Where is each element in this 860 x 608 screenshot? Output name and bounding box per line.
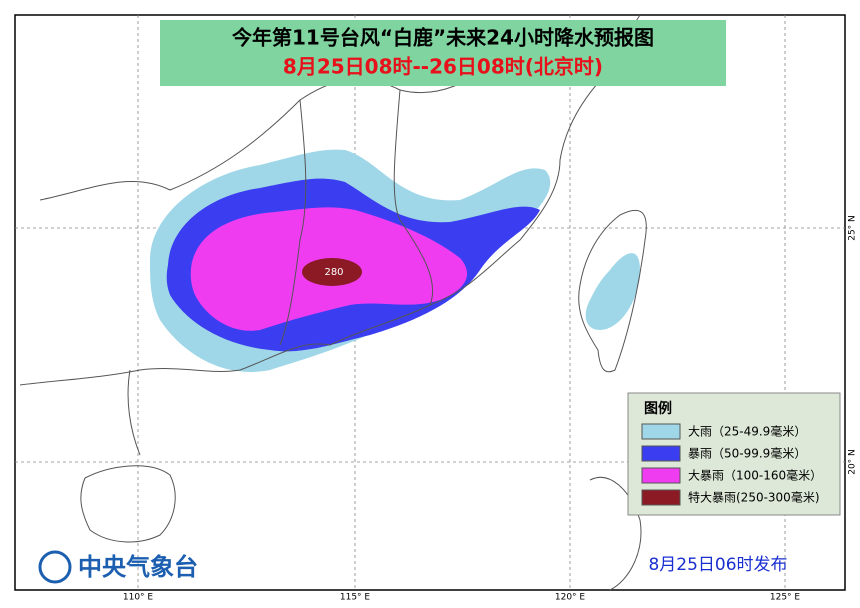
logo-icon (38, 550, 72, 584)
lon-labels: 110° E 115° E 120° E 125° E (123, 593, 801, 603)
map-title: 今年第11号台风“白鹿”未来24小时降水预报图 (232, 26, 654, 50)
legend-title: 图例 (644, 400, 672, 417)
legend-label: 大暴雨（100-160毫米） (688, 468, 822, 483)
coastline (19, 14, 647, 591)
legend-swatch (641, 467, 681, 484)
legend-swatch (641, 445, 681, 462)
lon-label: 110° E (123, 593, 154, 603)
lat-label: 25° N (848, 215, 858, 241)
agency-name: 中央气象台 (78, 553, 198, 581)
taiwan-rain-zone (585, 253, 640, 330)
legend-label: 暴雨（50-99.9毫米） (688, 446, 806, 461)
legend-label: 大雨（25-49.9毫米） (688, 424, 806, 439)
lon-label: 120° E (555, 593, 586, 603)
legend: 图例 大雨（25-49.9毫米） 暴雨（50-99.9毫米） 大暴雨（100-160… (627, 392, 841, 516)
legend-swatch (641, 423, 681, 440)
lon-label: 125° E (770, 593, 801, 603)
issue-time: 8月25日06时发布 (648, 555, 787, 575)
map-subtitle: 8月25日08时--26日08时(北京时) (283, 55, 603, 79)
header-box (160, 20, 726, 86)
taiwan-rain-label: 45 (595, 335, 608, 346)
extreme-rainstorm-zone (302, 258, 362, 286)
lat-label: 20° N (848, 449, 858, 475)
legend-label: 特大暴雨(250-300毫米) (688, 490, 820, 505)
legend-swatch (641, 489, 681, 506)
max-rain-label: 280 (324, 267, 343, 278)
lon-label: 115° E (340, 593, 371, 603)
